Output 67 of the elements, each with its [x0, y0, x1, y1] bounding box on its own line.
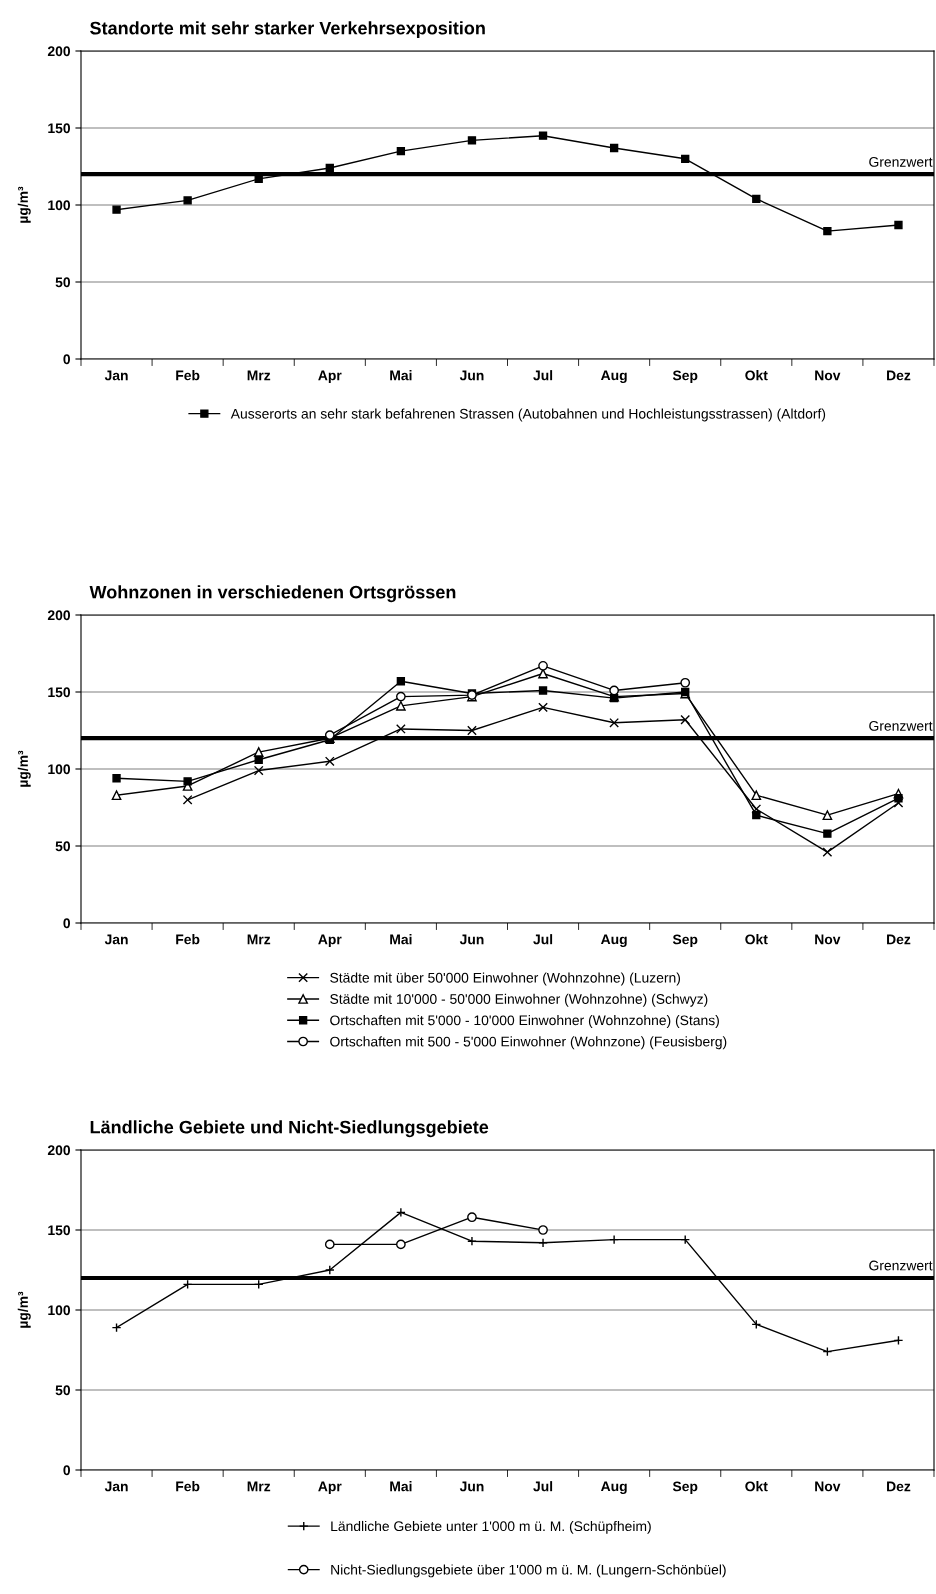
x-tick-label: Mrz	[247, 370, 271, 381]
y-tick-label: 150	[48, 1225, 71, 1236]
legend-label: Ortschaften mit 500 - 5'000 Einwohner (Wohnzone) (Feusisberg)	[330, 1036, 727, 1050]
y-tick-label: 100	[48, 1305, 71, 1316]
x-tick-label: Apr	[318, 1481, 342, 1495]
x-tick-label: Jul	[533, 370, 553, 381]
x-tick-label: Dez	[887, 370, 911, 381]
x-tick-label: Mai	[390, 934, 412, 945]
y-tick-label: 100	[48, 764, 71, 775]
chart-title: Ländliche Gebiete und Nicht-Siedlungsgebiete	[90, 1120, 489, 1138]
chart-title: Standorte mit sehr starker Verkehrsexposition	[90, 21, 485, 39]
y-axis-title: µg/m³	[17, 186, 31, 223]
y-tick-label: 0	[63, 354, 71, 365]
x-tick-label: Sep	[672, 1481, 698, 1495]
x-tick-label: Mai	[390, 1481, 412, 1492]
y-tick-label: 200	[47, 610, 71, 621]
x-tick-label: Aug	[600, 934, 627, 948]
x-tick-label: Jan	[104, 370, 128, 381]
x-tick-label: Apr	[318, 370, 342, 384]
y-tick-label: 50	[55, 277, 71, 288]
x-tick-label: Aug	[600, 1481, 627, 1495]
y-tick-label: 50	[55, 841, 71, 852]
x-tick-label: Aug	[600, 370, 627, 384]
y-tick-label: 0	[63, 1465, 71, 1476]
chart-title: Wohnzonen in verschiedenen Ortsgrössen	[89, 585, 456, 603]
y-tick-label: 150	[48, 123, 71, 134]
x-tick-label: Mrz	[247, 1481, 271, 1492]
x-tick-label: Jul	[533, 934, 553, 945]
x-tick-label: Jun	[459, 934, 484, 945]
x-tick-label: Feb	[176, 1481, 200, 1492]
y-axis-title: µg/m³	[17, 750, 31, 787]
y-tick-label: 50	[55, 1385, 71, 1396]
ref-line-label: Grenzwert	[869, 157, 933, 167]
legend-label: Städte mit über 50'000 Einwohner (Wohnzohne) (Luzern)	[330, 972, 681, 986]
x-tick-label: Jul	[533, 1481, 553, 1492]
x-tick-label: Apr	[318, 934, 342, 948]
y-tick-label: 0	[63, 918, 71, 929]
x-tick-label: Dez	[887, 1481, 911, 1492]
x-tick-label: Feb	[176, 934, 200, 945]
x-tick-label: Nov	[815, 370, 841, 381]
x-tick-label: Jun	[459, 1481, 484, 1492]
x-tick-label: Okt	[745, 370, 768, 381]
ref-line-label: Grenzwert	[869, 721, 933, 731]
legend-label: Nicht-Siedlungsgebiete über 1'000 m ü. M. (Lungern-Schönbüel)	[331, 1564, 726, 1578]
x-tick-label: Jan	[104, 934, 128, 945]
y-tick-label: 200	[47, 1145, 71, 1156]
x-tick-label: Nov	[815, 934, 841, 945]
y-axis-title: µg/m³	[17, 1291, 31, 1328]
x-tick-label: Dez	[887, 934, 911, 945]
legend-label: Ausserorts an sehr stark befahrenen Strassen (Autobahnen und Hochleistungsstrassen) (Altdorf)	[230, 408, 826, 422]
x-tick-label: Mai	[390, 370, 412, 381]
y-tick-label: 150	[48, 687, 71, 698]
y-tick-label: 100	[48, 200, 71, 211]
legend-label: Ortschaften mit 5'000 - 10'000 Einwohner (Wohnzohne) (Stans)	[330, 1015, 719, 1028]
x-tick-label: Jun	[459, 370, 484, 381]
y-tick-label: 200	[47, 46, 71, 57]
x-tick-label: Mrz	[247, 934, 271, 945]
x-tick-label: Okt	[745, 1481, 768, 1492]
legend-label: Ländliche Gebiete unter 1'000 m ü. M. (Schüpfheim)	[331, 1520, 651, 1534]
x-tick-label: Sep	[672, 934, 698, 948]
x-tick-label: Feb	[176, 370, 200, 381]
x-tick-label: Sep	[672, 370, 698, 384]
x-tick-label: Nov	[815, 1481, 841, 1492]
legend-label: Städte mit 10'000 - 50'000 Einwohner (Wohnzohne) (Schwyz)	[330, 993, 708, 1007]
x-tick-label: Jan	[104, 1481, 128, 1492]
ref-line-label: Grenzwert	[869, 1260, 933, 1271]
x-tick-label: Okt	[745, 934, 768, 945]
